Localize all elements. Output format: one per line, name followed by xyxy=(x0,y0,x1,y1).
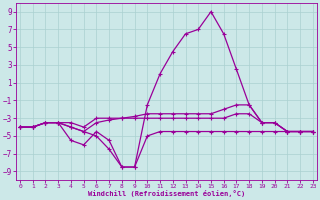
X-axis label: Windchill (Refroidissement éolien,°C): Windchill (Refroidissement éolien,°C) xyxy=(88,190,245,197)
